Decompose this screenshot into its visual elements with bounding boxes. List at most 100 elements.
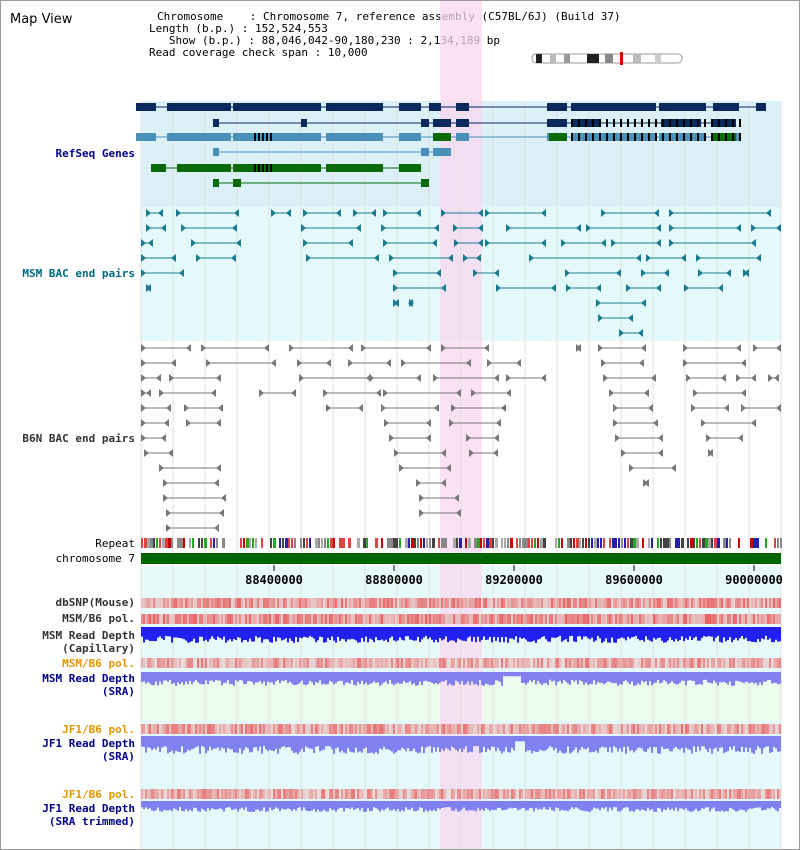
read-depth-bar: [281, 627, 283, 641]
snp-density-cell: [731, 598, 733, 608]
exon-mark: [262, 133, 264, 141]
gene-exon[interactable]: [326, 133, 383, 141]
gene-exon[interactable]: [213, 119, 219, 127]
gene-exon[interactable]: [326, 103, 383, 111]
snp-density-cell: [619, 598, 621, 608]
gene-exon[interactable]: [547, 103, 567, 111]
read-depth-bar: [233, 672, 235, 686]
snp-density-cell: [463, 789, 465, 799]
read-depth-bar: [485, 627, 487, 641]
gene-exon[interactable]: [151, 164, 166, 172]
read-depth-bar: [291, 736, 293, 751]
dbsnp-label[interactable]: dbSNP(Mouse): [55, 596, 135, 609]
gene-exon[interactable]: [713, 133, 736, 141]
gene-exon[interactable]: [213, 148, 219, 156]
gene-exon[interactable]: [301, 119, 307, 127]
read-depth-bar: [145, 672, 147, 684]
snp-density-cell: [483, 724, 485, 734]
exon-mark: [662, 133, 664, 141]
gene-exon[interactable]: [433, 133, 451, 141]
read-depth-bar: [641, 801, 643, 810]
gene-exon[interactable]: [177, 164, 231, 172]
gene-exon[interactable]: [233, 164, 321, 172]
gene-exon[interactable]: [713, 133, 739, 141]
msm-bac-pairs[interactable]: [141, 209, 781, 337]
snp-density-cell: [675, 724, 677, 734]
b6n-bac-pair-end: [426, 344, 431, 352]
repeat-track[interactable]: [141, 538, 782, 548]
read-depth-bar: [503, 627, 505, 643]
snp-density-cell: [229, 614, 231, 624]
snp-density-cell: [191, 598, 193, 608]
gene-exon[interactable]: [659, 103, 706, 111]
gene-exon[interactable]: [421, 148, 429, 156]
b6n-bac-pair-end: [218, 404, 223, 412]
refseq-genes[interactable]: [136, 103, 766, 187]
read-depth-bar: [257, 736, 259, 751]
snp-density-cell: [417, 789, 419, 799]
gene-exon[interactable]: [547, 119, 567, 127]
msm-depth-cap-label[interactable]: MSM Read Depth: [42, 629, 135, 642]
gene-exon[interactable]: [547, 133, 567, 141]
gene-exon[interactable]: [433, 133, 451, 141]
repeat-element: [594, 538, 597, 548]
gene-exon[interactable]: [399, 103, 421, 111]
gene-exon[interactable]: [326, 164, 383, 172]
gene-exon[interactable]: [661, 119, 701, 127]
gene-exon[interactable]: [456, 133, 469, 141]
gene-exon[interactable]: [233, 133, 321, 141]
gene-exon[interactable]: [756, 103, 766, 111]
snp-density-cell: [439, 598, 441, 608]
jf1-pol-label[interactable]: JF1/B6 pol.: [62, 723, 135, 736]
b6n-bac-pair-end: [496, 419, 501, 427]
msm-bac-label[interactable]: MSM BAC end pairs: [22, 267, 135, 280]
gene-exon[interactable]: [456, 103, 469, 111]
gene-exon[interactable]: [456, 119, 469, 127]
gene-exon[interactable]: [433, 148, 451, 156]
gene-exon[interactable]: [659, 133, 706, 141]
snp-density-cell: [141, 598, 143, 608]
gene-exon[interactable]: [136, 133, 156, 141]
gene-exon[interactable]: [399, 164, 421, 172]
snp-density-cell: [169, 724, 171, 734]
snp-density-cell: [567, 789, 569, 799]
msm-bac-pair-end: [176, 209, 181, 217]
snp-density-cell: [159, 724, 161, 734]
msm-b6-pol-2-label[interactable]: MSM/B6 pol.: [62, 657, 135, 670]
gene-exon[interactable]: [713, 119, 736, 127]
gene-exon[interactable]: [233, 103, 321, 111]
read-depth-bar: [163, 736, 165, 747]
gene-exon[interactable]: [167, 133, 231, 141]
jf1-pol-2-label[interactable]: JF1/B6 pol.: [62, 788, 135, 801]
snp-density-cell: [359, 614, 361, 624]
jf1-depth-2-label[interactable]: JF1 Read Depth: [42, 802, 135, 815]
gene-exon[interactable]: [429, 103, 441, 111]
gene-exon[interactable]: [399, 133, 421, 141]
msm-b6-pol-label[interactable]: MSM/B6 pol.: [62, 612, 135, 625]
gene-exon[interactable]: [233, 179, 241, 187]
gene-exon[interactable]: [421, 119, 429, 127]
snp-density-cell: [453, 598, 455, 608]
gene-exon[interactable]: [167, 103, 231, 111]
b6n-bac-label[interactable]: B6N BAC end pairs: [22, 432, 135, 445]
read-depth-bar: [673, 672, 675, 684]
gene-exon[interactable]: [571, 119, 601, 127]
refseq-label[interactable]: RefSeq Genes: [55, 147, 135, 160]
gene-exon[interactable]: [136, 103, 156, 111]
gene-exon[interactable]: [433, 119, 451, 127]
gene-exon[interactable]: [571, 133, 656, 141]
snp-density-cell: [201, 658, 203, 668]
gene-exon[interactable]: [571, 103, 656, 111]
snp-density-cell: [299, 724, 301, 734]
gene-exon[interactable]: [213, 179, 219, 187]
read-depth-bar: [613, 672, 615, 684]
jf1-depth-label[interactable]: JF1 Read Depth: [42, 737, 135, 750]
gene-exon[interactable]: [421, 179, 429, 187]
gene-exon[interactable]: [549, 133, 567, 141]
snp-density-cell: [771, 724, 773, 734]
snp-density-cell: [567, 724, 569, 734]
b6n-bac-pairs[interactable]: [141, 344, 781, 532]
msm-depth-sra-label[interactable]: MSM Read Depth: [42, 672, 135, 685]
gene-exon[interactable]: [713, 103, 739, 111]
snp-density-cell: [427, 658, 429, 668]
